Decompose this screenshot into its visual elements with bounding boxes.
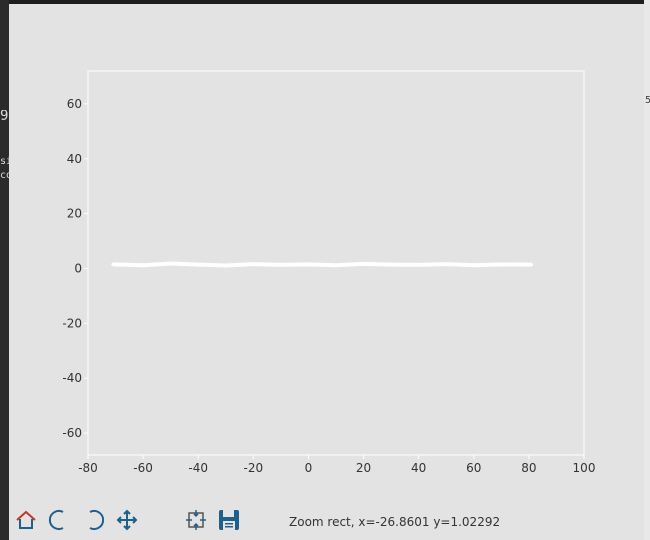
back-icon bbox=[48, 510, 64, 530]
y-tick-label: 20 bbox=[67, 207, 82, 221]
data-point bbox=[389, 263, 393, 267]
y-tick-label: 0 bbox=[74, 261, 82, 275]
home-button[interactable] bbox=[13, 507, 39, 533]
data-point bbox=[169, 262, 173, 266]
y-tick-label: -20 bbox=[62, 316, 82, 330]
figure-window: -80 -60 -40 -20 0 20 40 60 80 100 60 40 20 0 -20 -40 -60 bbox=[9, 4, 644, 540]
navigation-toolbar: Zoom rect, x=-26.8601 y=1.02292 bbox=[9, 504, 644, 540]
subplots-icon bbox=[186, 510, 206, 530]
pan-icon bbox=[116, 509, 138, 531]
y-tick-label: -40 bbox=[62, 371, 82, 385]
y-tick-label: 60 bbox=[67, 97, 82, 111]
x-tick-label: 100 bbox=[573, 461, 596, 475]
background-window-left bbox=[0, 0, 9, 540]
background-window-top bbox=[0, 0, 650, 4]
configure-subplots-button[interactable] bbox=[183, 507, 209, 533]
cursor-status-readout: Zoom rect, x=-26.8601 y=1.02292 bbox=[289, 515, 501, 529]
x-tick-label: 80 bbox=[521, 461, 536, 475]
x-tick-label: 0 bbox=[305, 461, 313, 475]
background-snippet-1: si bbox=[0, 156, 9, 167]
y-tick-label: 40 bbox=[67, 152, 82, 166]
data-point bbox=[530, 263, 534, 267]
data-point bbox=[111, 262, 115, 266]
x-tick-label: 20 bbox=[356, 461, 371, 475]
save-button[interactable] bbox=[216, 507, 242, 533]
x-tick-label: -20 bbox=[244, 461, 264, 475]
home-icon bbox=[16, 510, 36, 529]
series-line bbox=[112, 261, 532, 268]
data-point bbox=[141, 263, 145, 267]
data-point bbox=[417, 263, 421, 267]
data-point bbox=[251, 262, 255, 266]
save-icon bbox=[219, 510, 239, 530]
pan-button[interactable] bbox=[114, 507, 140, 533]
forward-button[interactable] bbox=[80, 507, 106, 533]
x-tick-label: 60 bbox=[466, 461, 481, 475]
forward-icon bbox=[89, 510, 105, 530]
data-point bbox=[472, 263, 476, 267]
data-point bbox=[279, 263, 283, 267]
background-snippet-2: co bbox=[0, 170, 9, 181]
background-window-right bbox=[644, 0, 650, 540]
x-tick-label: -40 bbox=[188, 461, 208, 475]
data-point bbox=[499, 262, 503, 266]
x-tick-label: -60 bbox=[133, 461, 153, 475]
x-tick-label: -80 bbox=[78, 461, 98, 475]
back-button[interactable] bbox=[47, 507, 73, 533]
plot-area[interactable]: -80 -60 -40 -20 0 20 40 60 80 100 60 40 20 0 -20 -40 -60 bbox=[9, 4, 644, 504]
background-right-snippet: 5 bbox=[645, 95, 650, 106]
data-point bbox=[196, 263, 200, 267]
background-marker: 9 bbox=[0, 110, 9, 122]
data-point bbox=[444, 262, 448, 266]
y-tick-label: -60 bbox=[62, 426, 82, 440]
data-point bbox=[334, 263, 338, 267]
x-tick-label: 40 bbox=[411, 461, 426, 475]
data-point bbox=[306, 262, 310, 266]
data-point bbox=[362, 262, 366, 266]
data-point bbox=[224, 263, 228, 267]
